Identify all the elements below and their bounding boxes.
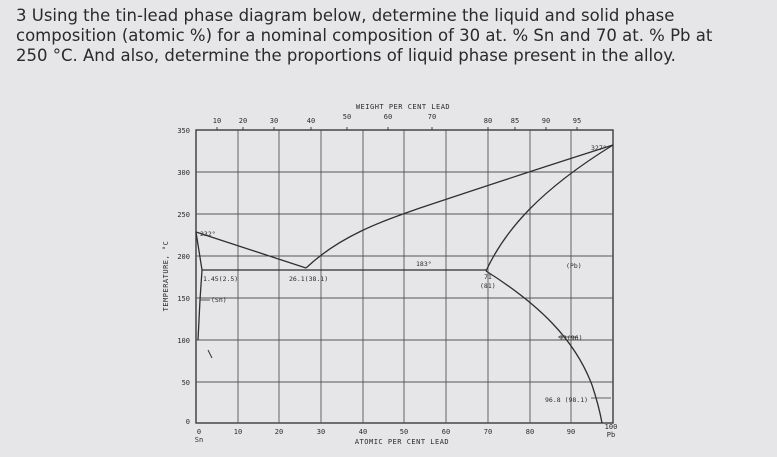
liquidus-pb-side [305,144,614,269]
label-eutectic-temp: 183° [416,260,432,268]
pb-solvus [485,270,603,424]
top-tick-80: 80 [484,117,492,125]
sn-solvus [195,231,203,341]
label-sn-phase: (Sn) [211,296,227,304]
top-axis-title: WEIGHT PER CENT LEAD [356,103,450,111]
y-tick-300: 300 [177,169,190,177]
top-tick-20: 20 [239,117,247,125]
bottom-axis-labels: 0 10 20 30 40 50 60 70 80 90 100 Sn Pb [195,423,618,444]
top-axis-labels: 10 20 30 40 50 60 70 80 85 90 95 [213,113,581,125]
top-tick-30: 30 [270,117,278,125]
solidus-pb-side [485,144,614,272]
phase-boundaries [195,144,614,424]
label-sn-solubility: 1.45(2.5) [203,275,238,283]
bottom-tick-100: 100 [605,423,618,431]
label-sn-melt: 232° [200,230,216,238]
question-line-2: composition (atomic %) for a nominal com… [16,26,713,45]
leader-lines [200,299,611,399]
y-tick-0: 0 [186,418,190,426]
bottom-tick-40: 40 [359,428,367,436]
sn-field-mark [207,349,213,359]
y-axis-title: TEMPERATURE, °C [162,241,170,312]
y-tick-250: 250 [177,211,190,219]
y-tick-150: 150 [177,295,190,303]
label-solvus-968: 96.8 (98.1) [545,396,588,404]
top-tick-40: 40 [307,117,315,125]
y-tick-350: 350 [177,127,190,135]
label-eutectic-comp: 26.1(38.1) [289,275,328,283]
label-pb-melt: 327° [591,144,607,152]
bottom-end-pb: Pb [607,431,615,439]
top-tick-10: 10 [213,117,221,125]
y-tick-200: 200 [177,253,190,261]
bottom-tick-90: 90 [567,428,575,436]
top-tick-85: 85 [511,117,519,125]
top-tick-90: 90 [542,117,550,125]
top-axis-ticks [216,127,578,130]
plot-frame [195,129,614,424]
top-tick-95: 95 [573,117,581,125]
question-line-1: 3 Using the tin-lead phase diagram below… [16,6,675,25]
top-tick-50: 50 [343,113,351,121]
bottom-tick-30: 30 [317,428,325,436]
bottom-tick-60: 60 [442,428,450,436]
y-axis-ticks: 350 300 250 200 150 100 50 0 [177,127,190,426]
top-tick-60: 60 [384,113,392,121]
horizontal-grid [196,171,613,383]
label-pb-phase: (Pb) [566,262,582,270]
bottom-tick-80: 80 [526,428,534,436]
y-tick-50: 50 [182,379,190,387]
bottom-tick-50: 50 [400,428,408,436]
vertical-grid [237,130,572,423]
bottom-end-sn: Sn [195,436,203,444]
label-solvus-93: 93(96) [559,334,582,342]
bottom-axis-title: ATOMIC PER CENT LEAD [355,438,449,446]
bottom-tick-0: 0 [197,428,201,436]
question-line-3: 250 °C. And also, determine the proporti… [16,46,676,65]
top-tick-70: 70 [428,113,436,121]
question-text: 3 Using the tin-lead phase diagram below… [16,6,766,66]
y-tick-100: 100 [177,337,190,345]
annotations: 232° 327° 183° 1.45(2.5) (Sn) 26.1(38.1)… [200,144,607,404]
bottom-tick-20: 20 [275,428,283,436]
liquidus-sn-side [195,231,307,269]
label-pb-solubility: 71 [484,273,492,281]
bottom-tick-10: 10 [234,428,242,436]
label-pb-solubility-wt: (81) [480,282,496,290]
bottom-tick-70: 70 [484,428,492,436]
